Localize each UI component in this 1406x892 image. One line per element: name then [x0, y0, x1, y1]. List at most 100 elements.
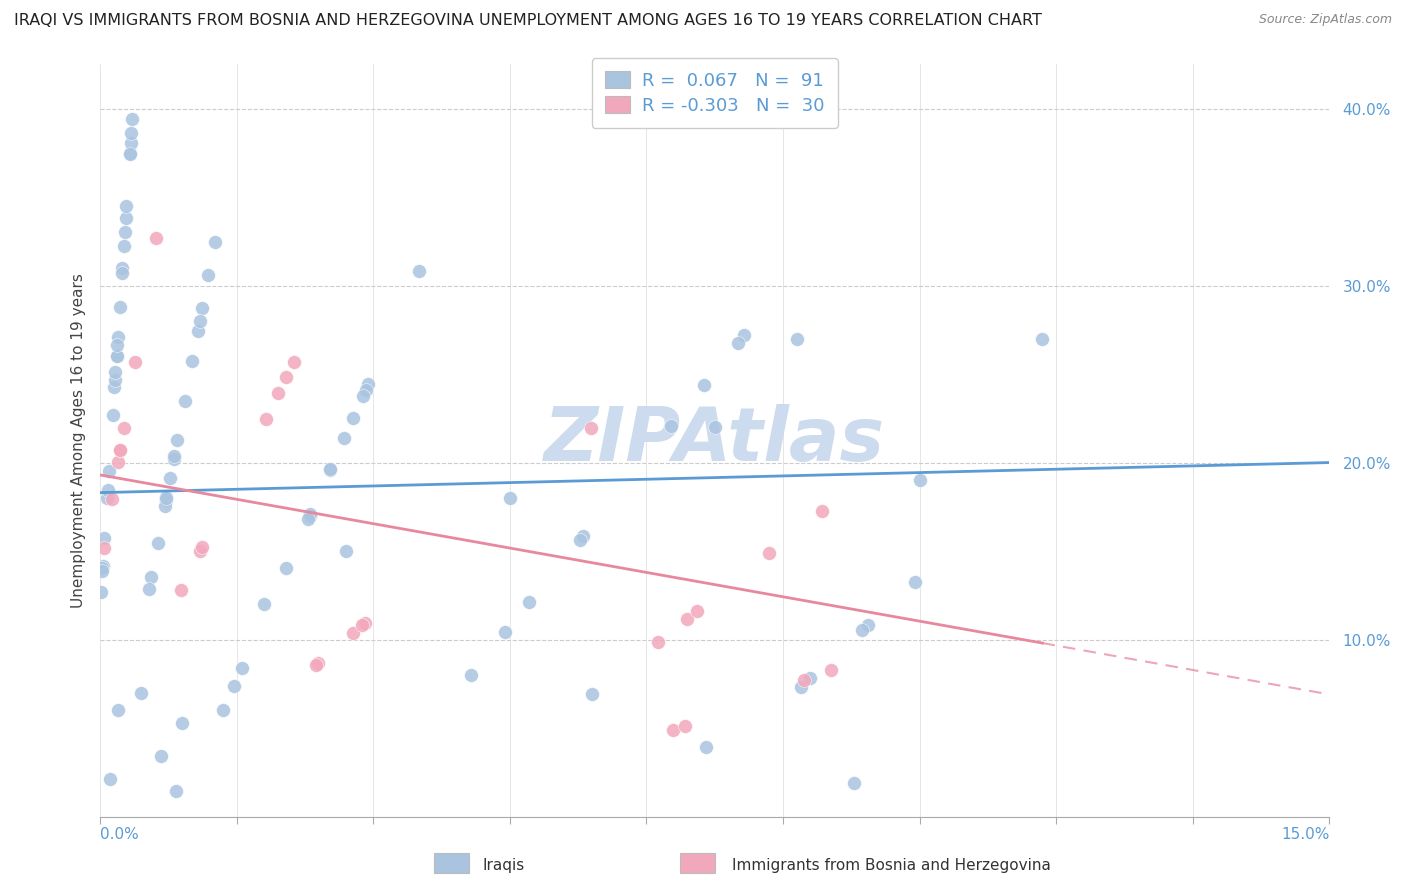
Point [204, 235, 226, 249]
Point [733, 328, 755, 343]
Point [212, 703, 235, 717]
Point [354, 383, 377, 397]
Point [793, 673, 815, 687]
Point [105, 337, 128, 351]
Point [908, 473, 931, 487]
Point [93, 531, 115, 545]
Point [299, 507, 322, 521]
Point [703, 420, 725, 434]
Point [319, 463, 342, 477]
Point [581, 687, 603, 701]
Point [107, 454, 129, 468]
Point [267, 386, 290, 401]
Point [107, 703, 129, 717]
Text: IRAQI VS IMMIGRANTS FROM BOSNIA AND HERZEGOVINA UNEMPLOYMENT AMONG AGES 16 TO 19: IRAQI VS IMMIGRANTS FROM BOSNIA AND HERZ… [14, 13, 1042, 29]
Point [333, 431, 356, 445]
Point [858, 617, 880, 632]
Point [191, 301, 214, 315]
Point [297, 512, 319, 526]
Point [571, 529, 593, 543]
Point [517, 595, 540, 609]
Text: 15.0%: 15.0% [1281, 827, 1329, 842]
Point [108, 300, 131, 314]
Point [170, 716, 193, 731]
Text: Iraqis: Iraqis [482, 858, 524, 873]
Point [118, 146, 141, 161]
Point [91, 561, 114, 575]
Point [91, 565, 114, 579]
Point [307, 657, 329, 671]
Point [107, 330, 129, 344]
Point [298, 508, 321, 523]
Point [90, 584, 112, 599]
Point [499, 491, 522, 505]
Point [103, 380, 125, 394]
Point [108, 442, 131, 457]
Point [335, 544, 357, 558]
Point [150, 748, 173, 763]
Point [581, 420, 603, 434]
Text: Immigrants from Bosnia and Herzegovina: Immigrants from Bosnia and Herzegovina [731, 858, 1050, 873]
Point [820, 663, 842, 677]
Point [111, 266, 134, 280]
Point [460, 667, 482, 681]
Point [187, 324, 209, 338]
Legend: R =  0.067   N =  91, R = -0.303   N =  30: R = 0.067 N = 91, R = -0.303 N = 30 [592, 58, 838, 128]
Point [173, 394, 195, 409]
Point [191, 540, 214, 554]
Point [222, 679, 245, 693]
Point [104, 373, 127, 387]
Point [105, 350, 128, 364]
Point [97, 464, 120, 478]
Point [789, 680, 811, 694]
Point [170, 583, 193, 598]
Point [155, 490, 177, 504]
Point [108, 443, 131, 458]
Point [231, 661, 253, 675]
Point [155, 493, 177, 508]
Point [114, 211, 136, 225]
Point [647, 635, 669, 649]
Point [141, 570, 163, 584]
Point [352, 618, 374, 632]
Point [568, 533, 591, 547]
Point [283, 355, 305, 369]
Point [124, 355, 146, 369]
Point [163, 451, 186, 466]
Point [494, 625, 516, 640]
Point [138, 582, 160, 596]
Point [101, 492, 124, 507]
Point [145, 231, 167, 245]
Point [786, 332, 808, 346]
Point [659, 419, 682, 434]
Point [98, 772, 121, 786]
Point [153, 500, 176, 514]
Point [190, 544, 212, 558]
Point [354, 615, 377, 630]
Point [662, 723, 685, 738]
Point [159, 470, 181, 484]
Point [305, 658, 328, 673]
Y-axis label: Unemployment Among Ages 16 to 19 years: Unemployment Among Ages 16 to 19 years [72, 273, 86, 607]
Point [120, 136, 142, 150]
Point [727, 336, 749, 351]
Point [163, 449, 186, 463]
Point [352, 389, 374, 403]
Point [120, 126, 142, 140]
Point [121, 112, 143, 127]
Point [165, 784, 187, 798]
Point [105, 349, 128, 363]
Point [114, 225, 136, 239]
Point [188, 314, 211, 328]
Text: 0.0%: 0.0% [100, 827, 139, 842]
Text: ZIPAtlas: ZIPAtlas [544, 404, 886, 477]
Point [811, 503, 834, 517]
Point [904, 574, 927, 589]
Point [1031, 332, 1053, 346]
Point [91, 559, 114, 574]
Point [96, 491, 118, 506]
Point [799, 671, 821, 685]
Point [181, 353, 204, 368]
Point [342, 626, 364, 640]
Point [104, 365, 127, 379]
